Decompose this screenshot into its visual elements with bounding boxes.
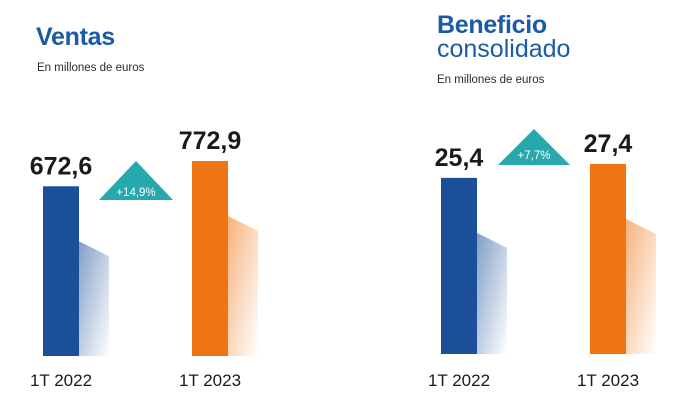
bar: [192, 161, 228, 356]
change-badge: [498, 129, 570, 165]
sales-chart: 672,6 1T 2022 772,9 1T 2023 +14,9%: [30, 127, 258, 390]
chart-title: Beneficio: [437, 11, 547, 39]
sales-chart-panel: Ventas En millones de euros 672,6 1T 2022…: [0, 0, 338, 414]
bar: [43, 186, 79, 356]
bar-shadow: [626, 219, 656, 354]
value-label: 27,4: [584, 130, 633, 158]
chart-subtitle: En millones de euros: [437, 74, 545, 86]
chart-title: Ventas: [36, 23, 115, 51]
chart-title-line2: consolidado: [437, 35, 571, 63]
bar: [441, 177, 477, 354]
value-label: 772,9: [179, 127, 242, 155]
change-label: +14,9%: [116, 187, 155, 199]
category-label: 1T 2022: [30, 371, 92, 390]
value-label: 672,6: [30, 152, 93, 180]
bar-shadow: [79, 241, 109, 356]
change-badge: [99, 161, 173, 200]
bar-shadow: [477, 232, 507, 354]
profit-chart-panel: Beneficio consolidado En millones de eur…: [338, 0, 677, 414]
value-label: 25,4: [435, 144, 484, 172]
category-label: 1T 2023: [179, 371, 241, 390]
bar: [590, 164, 626, 354]
change-label: +7,7%: [518, 150, 551, 162]
category-label: 1T 2023: [577, 371, 639, 390]
chart-subtitle: En millones de euros: [37, 62, 145, 74]
category-label: 1T 2022: [428, 371, 490, 390]
bar-shadow: [228, 216, 258, 356]
profit-chart: 25,4 1T 2022 27,4 1T 2023 +7,7%: [428, 129, 656, 390]
